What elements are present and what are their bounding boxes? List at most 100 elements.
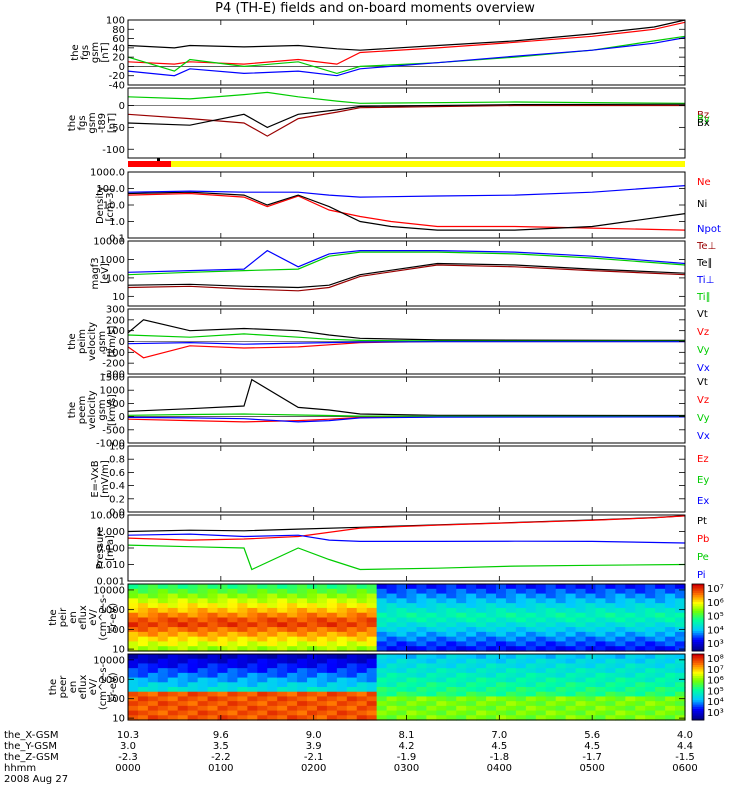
spectrogram-cell [177, 672, 189, 679]
spectrogram-cell [207, 654, 219, 660]
spectrogram-cell [167, 612, 179, 619]
spectrogram-cell [625, 593, 636, 599]
spectrogram-cell [247, 603, 258, 609]
spectrogram-cell [128, 603, 139, 609]
spectrogram-cell [147, 672, 159, 679]
spectrogram-cell [396, 612, 408, 619]
spectrogram-cell [505, 672, 517, 679]
spectrogram-cell [456, 646, 467, 652]
spectrogram-cell [466, 701, 477, 707]
spectrogram-cell [605, 603, 616, 609]
spectrogram-cell [416, 654, 427, 660]
legend-entry: Ez [697, 454, 709, 465]
spectrogram-cell [496, 612, 507, 619]
spectrogram-cell [426, 696, 437, 702]
y-axis-label-line: eV/ [88, 609, 99, 626]
spectrogram-cell [605, 617, 616, 623]
spectrogram-cell [316, 607, 328, 614]
series-line-Pi [127, 533, 686, 544]
spectrogram-cell [655, 654, 666, 660]
spectrogram-cell [575, 636, 587, 643]
spectrogram-cell [416, 682, 427, 688]
spectrogram-cell [456, 617, 467, 623]
spectrogram-cell [356, 691, 368, 698]
spectrogram-cell [207, 631, 219, 638]
spectrogram-cell [277, 701, 288, 707]
colorbar-label: 10⁷ [707, 584, 724, 595]
spectrogram-cell [307, 696, 318, 702]
spectrogram-cell [128, 654, 139, 660]
spectrogram-cell [635, 631, 646, 638]
spectrogram-cell [177, 715, 189, 721]
spectrogram-cell [336, 593, 348, 599]
spectrogram-cell [565, 654, 577, 660]
colorbar-segment [692, 656, 704, 659]
spectrogram-cell [555, 622, 567, 628]
spectrogram-cell [267, 682, 278, 688]
spectrogram-cell [326, 682, 338, 688]
spectrogram-cell [167, 654, 179, 660]
spectrogram-cell [615, 622, 626, 628]
spectrogram-cell [675, 603, 686, 609]
colorbar-segment [692, 633, 704, 636]
spectrogram-cell [247, 631, 258, 638]
spectrogram-cell [287, 687, 298, 693]
spectrogram-cell [247, 705, 258, 712]
spectrogram-cell [257, 672, 268, 679]
spectrogram-cell [167, 705, 179, 712]
spectrogram-cell [665, 636, 676, 643]
y-axis-label-line: fgs [80, 45, 91, 60]
spectrogram-cell [515, 691, 527, 698]
spectrogram-cell [247, 701, 258, 707]
spectrogram-cell [157, 705, 169, 712]
spectrogram-cell [267, 668, 278, 674]
spectrogram-cell [376, 631, 388, 638]
spectrogram-cell [585, 715, 597, 721]
spectrogram-cell [128, 641, 139, 647]
spectrogram-cell [406, 631, 418, 638]
spectrogram-cell [307, 622, 318, 628]
spectrogram-cell [615, 636, 626, 643]
spectrogram-cell [655, 668, 666, 674]
series-line-Ne [127, 192, 686, 231]
spectrogram-cell [555, 682, 567, 688]
spectrogram-cell [197, 710, 209, 716]
spectrogram-cell [277, 636, 288, 643]
spectrogram-cell [635, 593, 646, 599]
y-axis-label-line: peim [77, 329, 88, 354]
spectrogram-cell [128, 612, 139, 619]
spectrogram-cell [247, 646, 258, 652]
spectrogram-cell [157, 622, 169, 628]
spectrogram-cell [137, 701, 149, 707]
spectrogram-cell [267, 710, 278, 716]
y-axis-label-line: eflux [78, 675, 89, 700]
spectrogram-cell [665, 672, 676, 679]
spectrogram-cell [167, 617, 179, 623]
spectrogram-cell [406, 617, 418, 623]
spectrogram-cell [595, 598, 607, 604]
spectrogram-cell [436, 677, 447, 683]
spectrogram-cell [267, 627, 278, 633]
spectrogram-cell [297, 627, 308, 633]
spectrogram-cell [456, 658, 467, 665]
spectrogram-cell [605, 631, 616, 638]
ephemeris-value: 4.4 [677, 741, 693, 752]
spectrogram-cell [476, 701, 487, 707]
spectrogram-cell [416, 715, 427, 721]
spectrogram-cell [297, 672, 308, 679]
spectrogram-cell [207, 663, 219, 669]
spectrogram-cell [496, 710, 507, 716]
spectrogram-cell [396, 617, 408, 623]
spectrogram-cell [386, 701, 398, 707]
spectrogram-cell [416, 584, 427, 590]
spectrogram-cell [267, 636, 278, 643]
spectrogram-cell [177, 687, 189, 693]
spectrogram-cell [366, 687, 378, 693]
spectrogram-cell [386, 631, 398, 638]
spectrogram-cell [565, 598, 577, 604]
spectrogram-cell [456, 593, 467, 599]
spectrogram-cell [675, 593, 686, 599]
y-tick-label: 100.0 [96, 184, 125, 195]
spectrogram-cell [665, 603, 676, 609]
